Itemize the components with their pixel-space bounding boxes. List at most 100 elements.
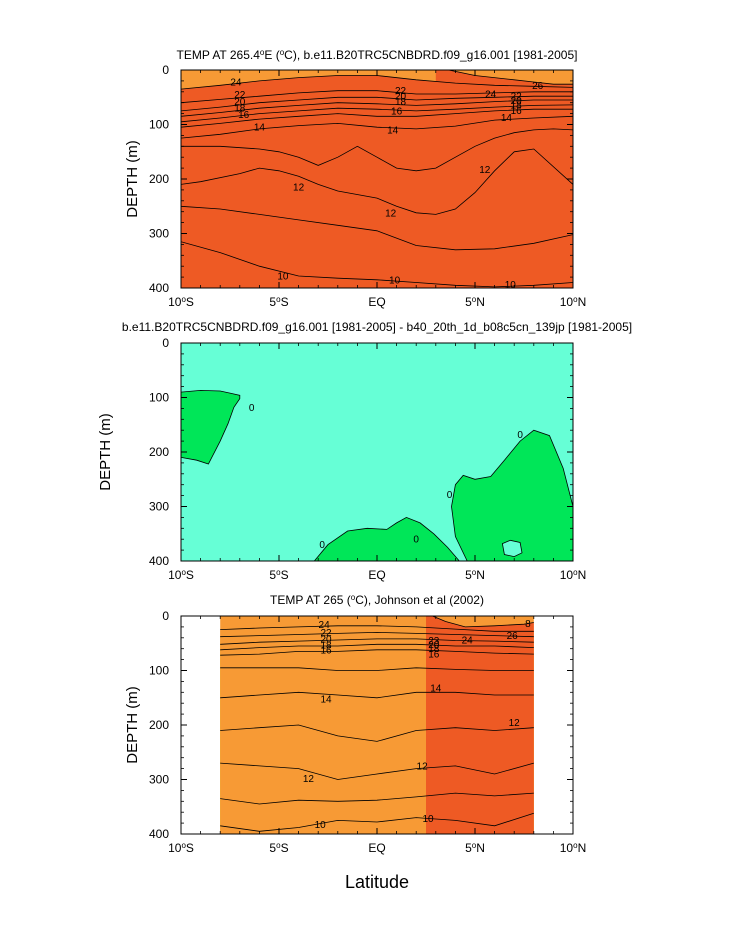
panel-1-contour-lines: [181, 70, 573, 288]
contour-line-22-10: [181, 90, 573, 104]
x-tick-label-3: 5oN: [465, 295, 485, 310]
x-tick-label-0: 10oS: [168, 295, 194, 310]
panel-1: TEMP AT 265.4oE (oC), b.e11.B20TRC5CNBDR…: [124, 48, 586, 310]
x-tick-label-1: 5oS: [269, 841, 288, 856]
y-tick-label-1: 100: [149, 118, 169, 132]
contour-label-12: 8: [525, 619, 531, 630]
contour-label-4: 16: [238, 110, 250, 121]
contour-label-5: 14: [254, 123, 266, 134]
contour-region-line-0: [181, 389, 241, 465]
x-tick-label-2: EQ: [368, 295, 385, 309]
contour-label-18: 12: [293, 183, 305, 194]
contour-label-11: 24: [485, 90, 497, 101]
contour-line-10-1: [181, 241, 573, 288]
panel-3-contour-lines: [220, 616, 534, 832]
contour-label-21: 10: [277, 272, 289, 283]
contour-line-14-5: [220, 691, 534, 699]
contour-label-17: 10: [315, 820, 327, 831]
contour-label-13: 14: [430, 683, 442, 694]
panel-3-y-axis-label: DEPTH (m): [124, 686, 141, 764]
contour-label-3: 0: [447, 490, 453, 501]
panel-2-contour-lines: [181, 389, 573, 561]
contour-label-9: 16: [391, 106, 403, 117]
panel-2-title: b.e11.B20TRC5CNBDRD.f09_g16.001 [1981-20…: [122, 320, 632, 334]
contour-label-8: 18: [395, 97, 407, 108]
contour-fill-below-26-12: [435, 70, 573, 288]
contour-label-7: 24: [462, 636, 474, 647]
contour-line-20-9: [220, 638, 534, 645]
x-tick-label-3: 5oN: [465, 841, 485, 856]
contour-line-12-3: [220, 762, 534, 780]
panel-3-title: TEMP AT 265 (oC), Johnson et al (2002): [270, 593, 484, 608]
contour-label-18: 10: [422, 814, 434, 825]
panel-1-filled-contours: [181, 70, 573, 288]
contour-label-15: 12: [303, 774, 315, 785]
panel-1-y-axis-label: DEPTH (m): [124, 140, 141, 218]
contour-line-12-3: [181, 148, 573, 215]
contour-label-6: 23: [428, 636, 440, 647]
contour-line-18-8: [181, 99, 573, 117]
panel-1-title: TEMP AT 265.4oE (oC), b.e11.B20TRC5CNBDR…: [177, 48, 578, 63]
y-tick-label-2: 200: [149, 445, 169, 459]
contour-label-9: 18: [428, 644, 440, 655]
x-tick-label-2: EQ: [368, 841, 385, 855]
x-axis-title: Latitude: [345, 872, 409, 892]
contour-label-15: 18: [511, 100, 523, 111]
contour-hole-fill-0: [502, 540, 522, 557]
contour-label-2: 20: [320, 634, 332, 645]
contour-line-11-2: [181, 205, 573, 251]
panel-2-filled-contours: [181, 343, 573, 561]
contour-region-fill-1: [314, 517, 460, 561]
contour-label-10: 14: [387, 125, 399, 136]
y-tick-label-0: 0: [162, 609, 169, 623]
contour-label-1: 0: [319, 540, 325, 551]
x-tick-label-4: 10oN: [560, 568, 586, 583]
contour-label-3: 18: [320, 640, 332, 651]
x-tick-label-1: 5oS: [269, 295, 288, 310]
contour-label-14: 12: [509, 718, 521, 729]
x-tick-label-0: 10oS: [168, 568, 194, 583]
contour-label-0: 24: [230, 78, 242, 89]
contour-label-16: 12: [417, 761, 429, 772]
contour-line-20-9: [181, 95, 573, 112]
contour-label-23: 10: [505, 280, 517, 291]
y-tick-label-0: 0: [162, 336, 169, 350]
contour-label-14: 20: [511, 96, 523, 107]
x-tick-label-4: 10oN: [560, 841, 586, 856]
contour-line-18-8: [220, 643, 534, 651]
contour-label-5: 14: [320, 694, 332, 705]
panel-3-filled-contours: [220, 616, 534, 834]
x-tick-label-4: 10oN: [560, 295, 586, 310]
contour-line-26-12: [431, 616, 534, 628]
contour-line-26-12: [446, 70, 573, 85]
contour-label-13: 22: [511, 92, 523, 103]
panel-3: TEMP AT 265 (oC), Johnson et al (2002) 2…: [124, 593, 586, 856]
contour-line-10-1: [220, 812, 534, 832]
x-tick-label-0: 10oS: [168, 841, 194, 856]
contour-label-2: 0: [413, 535, 419, 546]
y-tick-label-2: 200: [149, 172, 169, 186]
contour-line-24-11: [220, 625, 534, 632]
panel-2-contour-labels: 0 0 0 0 0: [249, 403, 523, 551]
contour-region-line-1: [313, 516, 460, 561]
y-tick-label-0: 0: [162, 63, 169, 77]
y-tick-label-4: 400: [149, 281, 169, 295]
contour-label-2: 20: [234, 97, 246, 108]
contour-label-12: 26: [532, 81, 544, 92]
contour-line-16-7: [220, 649, 534, 656]
contour-line-16-7: [181, 104, 573, 123]
contour-label-7: 20: [395, 92, 407, 103]
contour-line-13-4: [220, 724, 534, 742]
contour-label-1: 22: [320, 628, 332, 639]
contour-label-6: 22: [395, 86, 407, 97]
contour-line-15-6: [181, 108, 573, 128]
contour-line-14-5: [181, 115, 573, 139]
y-tick-label-4: 400: [149, 554, 169, 568]
contour-label-1: 22: [234, 90, 246, 101]
x-tick-label-1: 5oS: [269, 568, 288, 583]
contour-line-15-6: [220, 667, 534, 671]
contour-region-line-2: [451, 429, 573, 561]
